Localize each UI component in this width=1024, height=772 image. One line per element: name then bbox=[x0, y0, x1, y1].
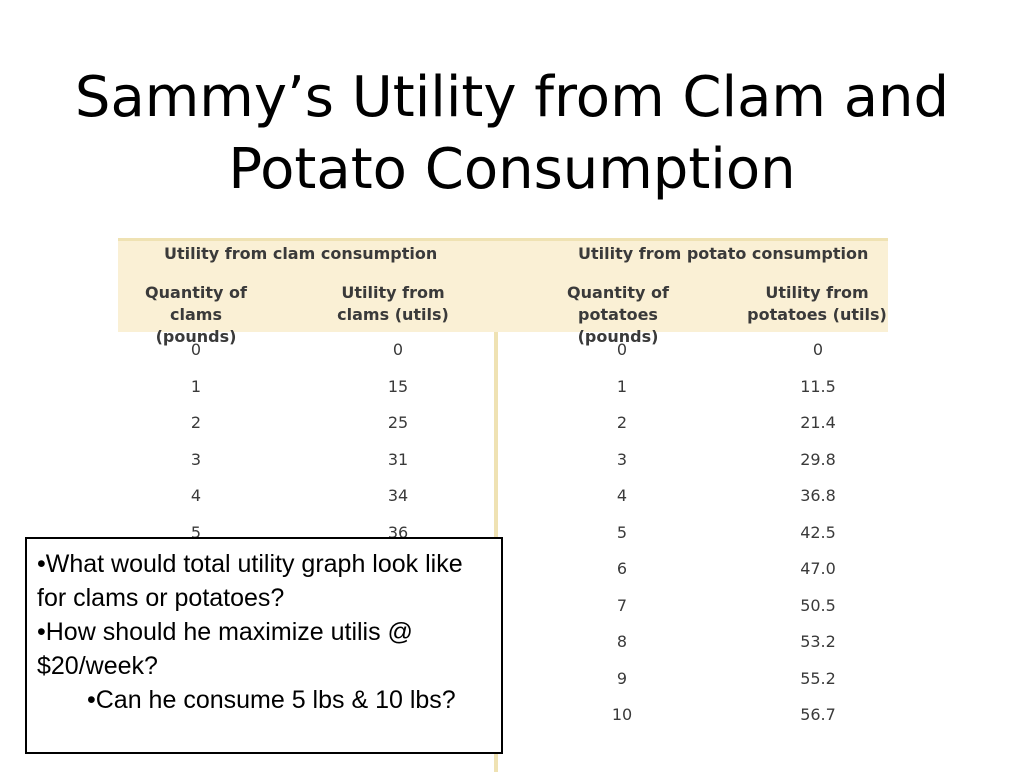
table-row: 3 31 3 29.8 bbox=[118, 450, 888, 486]
slide-title-line-1: Sammy’s Utility from Clam and bbox=[74, 65, 950, 130]
clam-quantity-cell: 2 bbox=[190, 413, 202, 432]
potato-quantity-cell: 9 bbox=[616, 668, 628, 688]
clam-utility-cell: 15 bbox=[387, 376, 409, 396]
table-row: 10 56.7 bbox=[118, 705, 888, 741]
table-row: 0 0 0 0 bbox=[118, 340, 888, 376]
potato-utility-cell: 36.8 bbox=[800, 486, 836, 505]
column-header-clam-utility: Utility from clams (utils) bbox=[337, 283, 449, 324]
question-bullet-2: •How should he maximize utilis @ $20/wee… bbox=[37, 618, 413, 680]
clam-utility-cell: 36 bbox=[387, 522, 409, 542]
clam-quantity-cell: 4 bbox=[190, 486, 202, 505]
column-header-clam-quantity: Quantity of clams (pounds) bbox=[145, 283, 247, 346]
table-header-band bbox=[118, 238, 888, 332]
clam-utility-cell: 34 bbox=[387, 486, 409, 505]
slide-title: Sammy’s Utility from Clam and Potato Con… bbox=[40, 62, 984, 206]
clam-quantity-cell: 1 bbox=[190, 376, 202, 396]
potato-group-header: Utility from potato consumption bbox=[578, 244, 869, 263]
table-row: 8 53.2 bbox=[118, 632, 888, 668]
clam-utility-cell: 0 bbox=[392, 340, 404, 359]
clam-quantity-cell: 5 bbox=[190, 522, 202, 542]
table-row: 5 36 5 42.5 bbox=[118, 523, 888, 559]
clam-quantity-cell: 3 bbox=[190, 449, 202, 469]
potato-utility-cell: 0 bbox=[812, 340, 824, 359]
potato-quantity-cell: 5 bbox=[616, 522, 628, 542]
potato-quantity-cell: 1 bbox=[616, 376, 628, 396]
potato-utility-cell: 47.0 bbox=[800, 559, 836, 578]
potato-quantity-cell: 8 bbox=[616, 632, 628, 651]
question-box: •What would total utility graph look lik… bbox=[25, 537, 503, 754]
clam-utility-cell: 25 bbox=[387, 413, 409, 432]
potato-quantity-cell: 2 bbox=[616, 413, 628, 432]
table-row: 6 47.0 bbox=[118, 559, 888, 595]
potato-utility-cell: 29.8 bbox=[800, 449, 836, 469]
potato-quantity-cell: 10 bbox=[611, 705, 633, 724]
potato-utility-cell: 56.7 bbox=[800, 705, 836, 724]
potato-utility-cell: 55.2 bbox=[800, 668, 836, 688]
clam-utility-cell: 31 bbox=[387, 449, 409, 469]
table-row: 9 55.2 bbox=[118, 669, 888, 705]
potato-utility-cell: 11.5 bbox=[800, 376, 836, 396]
table-row: 1 15 1 11.5 bbox=[118, 377, 888, 413]
question-sub-bullet: •Can he consume 5 lbs & 10 lbs? bbox=[87, 686, 456, 714]
potato-quantity-cell: 7 bbox=[616, 595, 628, 615]
clam-quantity-cell: 0 bbox=[190, 340, 202, 359]
potato-utility-cell: 53.2 bbox=[800, 632, 836, 651]
table-row: 2 25 2 21.4 bbox=[118, 413, 888, 449]
question-bullet-1: •What would total utility graph look lik… bbox=[37, 550, 463, 612]
column-header-potato-quantity: Quantity of potatoes (pounds) bbox=[567, 283, 669, 346]
potato-quantity-cell: 0 bbox=[616, 340, 628, 359]
potato-quantity-cell: 4 bbox=[616, 486, 628, 505]
table-row: 7 50.5 bbox=[118, 596, 888, 632]
column-header-potato-utility: Utility from potatoes (utils) bbox=[747, 283, 887, 324]
potato-quantity-cell: 6 bbox=[616, 559, 628, 578]
potato-utility-cell: 50.5 bbox=[800, 595, 836, 615]
clam-group-header: Utility from clam consumption bbox=[164, 244, 438, 263]
potato-quantity-cell: 3 bbox=[616, 449, 628, 469]
potato-utility-cell: 21.4 bbox=[800, 413, 836, 432]
potato-utility-cell: 42.5 bbox=[800, 522, 836, 542]
table-row: 4 34 4 36.8 bbox=[118, 486, 888, 522]
slide-title-line-2: Potato Consumption bbox=[228, 137, 796, 202]
